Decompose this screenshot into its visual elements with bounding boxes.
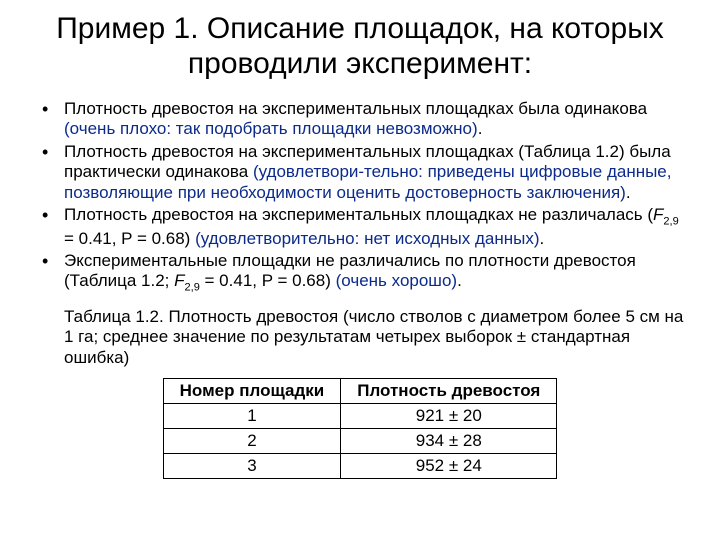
body-text: .	[626, 183, 631, 202]
page-title: Пример 1. Описание площадок, на которых …	[28, 12, 692, 81]
list-item: Плотность древостоя на экспериментальных…	[64, 99, 692, 140]
list-item: Экспериментальные площадки не различалис…	[64, 251, 692, 295]
body-text: .	[540, 229, 545, 248]
stat-rest: = 0.41, P = 0.68)	[200, 271, 336, 290]
table-cell: 921 ± 20	[341, 404, 557, 429]
annotation-text: (очень плохо: так подобрать площадки нев…	[64, 119, 478, 138]
body-text: Плотность древостоя на экспериментальных…	[64, 99, 647, 118]
table-row: 1 921 ± 20	[163, 404, 557, 429]
bullet-list: Плотность древостоя на экспериментальных…	[28, 99, 692, 295]
stat-sub: 2,9	[185, 282, 200, 294]
stat-rest: = 0.41, P = 0.68)	[64, 229, 195, 248]
annotation-text: (удовлетворительно: нет исходных данных)	[195, 229, 539, 248]
table-caption: Таблица 1.2. Плотность древостоя (число …	[28, 307, 692, 368]
body-text: .	[478, 119, 483, 138]
table-row: 2 934 ± 28	[163, 429, 557, 454]
list-item: Плотность древостоя на экспериментальных…	[64, 142, 692, 203]
body-text: .	[457, 271, 462, 290]
data-table: Номер площадки Плотность древостоя 1 921…	[163, 378, 558, 479]
table-cell: 952 ± 24	[341, 454, 557, 479]
table-cell: 2	[163, 429, 341, 454]
table-cell: 3	[163, 454, 341, 479]
table-header-cell: Плотность древостоя	[341, 379, 557, 404]
table-header-row: Номер площадки Плотность древостоя	[163, 379, 557, 404]
table-row: 3 952 ± 24	[163, 454, 557, 479]
table-cell: 1	[163, 404, 341, 429]
stat-sub: 2,9	[663, 215, 678, 227]
list-item: Плотность древостоя на экспериментальных…	[64, 205, 692, 249]
table-cell: 934 ± 28	[341, 429, 557, 454]
annotation-text: (очень хорошо)	[336, 271, 457, 290]
stat-f: F	[653, 205, 663, 224]
table-header-cell: Номер площадки	[163, 379, 341, 404]
body-text: Плотность древостоя на экспериментальных…	[64, 205, 653, 224]
stat-f: F	[174, 271, 184, 290]
